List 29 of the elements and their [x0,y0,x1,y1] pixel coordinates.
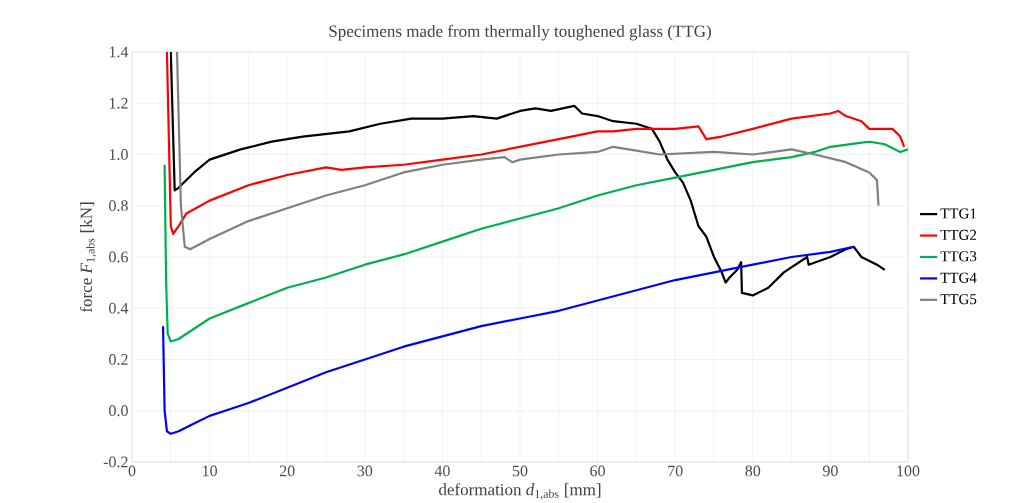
y-tick-label: 0.8 [109,200,128,212]
x-tick-label: 0 [128,465,136,477]
legend-label: TTG1 [940,208,976,219]
legend-label: TTG2 [940,229,977,240]
x-tick-label: 80 [745,465,761,477]
x-tick-label: 60 [590,465,605,477]
legend-label: TTG5 [940,294,977,305]
legend-label: TTG4 [940,272,977,283]
chart-title: Specimens made from thermally toughened glass (TTG) [329,24,711,41]
y-tick-label: 0.6 [109,251,128,263]
x-tick-label: 40 [434,465,450,477]
x-tick-label: 90 [822,465,838,477]
y-axis-title: force F$_{1,abs}$ [kN] [79,202,97,313]
x-tick-label: 20 [279,465,295,477]
y-tick-label: -0.2 [103,456,128,468]
x-tick-label: 100 [897,465,920,477]
x-axis-title: deformation d$_{1,abs}$ [mm] [439,483,601,500]
y-tick-label: 0.4 [109,302,129,314]
y-tick-label: 1.4 [109,46,129,58]
legend-label: TTG3 [940,251,977,262]
y-tick-label: 0.0 [109,405,128,417]
x-tick-label: 10 [203,465,217,477]
y-tick-label: 0.2 [109,354,128,365]
x-tick-label: 30 [357,465,373,477]
y-tick-label: 1.0 [109,149,128,160]
x-tick-label: 70 [668,465,683,477]
y-tick-label: 1.2 [109,97,128,109]
x-tick-label: 50 [512,465,528,477]
line-series [161,245,855,435]
